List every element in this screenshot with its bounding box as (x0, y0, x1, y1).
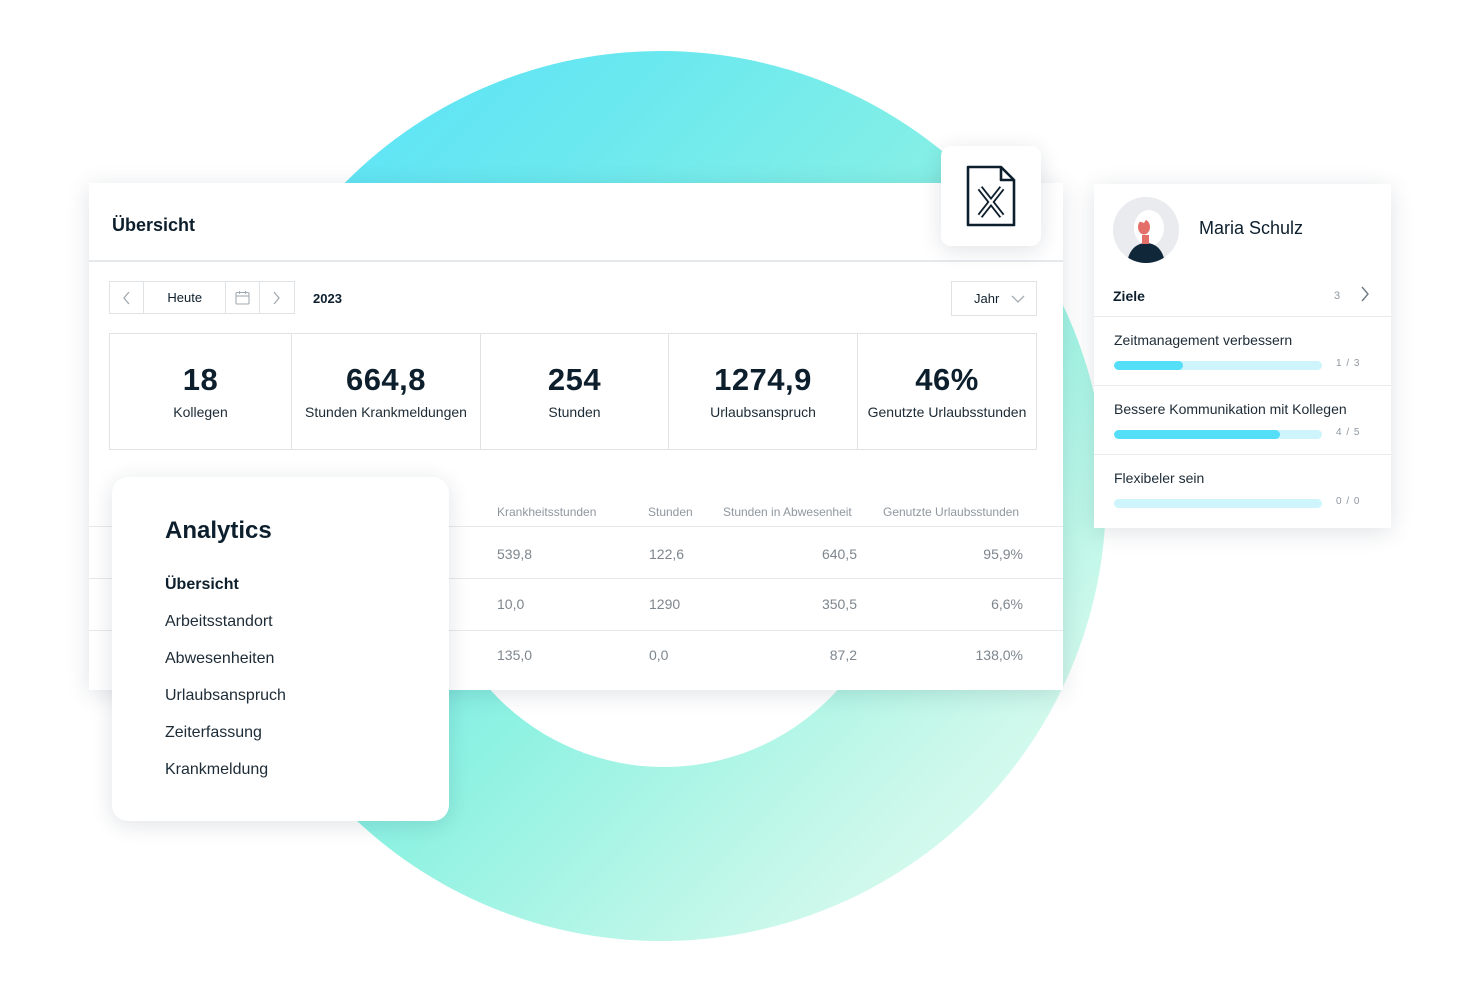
stat-value: 18 (182, 362, 219, 397)
goal-progress-fill (1114, 361, 1183, 370)
stat-card: 254 Stunden (481, 334, 669, 449)
menu-item-zeiterfassung[interactable]: Zeiterfassung (165, 724, 262, 741)
goal-progress-text: 0 / 0 (1336, 496, 1361, 507)
chevron-right-icon[interactable] (1360, 286, 1370, 302)
chevron-down-icon (1011, 295, 1025, 303)
table-cell: 539,8 (497, 546, 533, 562)
analytics-menu: Analytics Übersicht Arbeitsstandort Abwe… (112, 477, 449, 821)
stat-label: Kollegen (173, 404, 228, 420)
prev-period-button[interactable] (110, 282, 145, 313)
goal-label: Bessere Kommunikation mit Kollegen (1114, 401, 1347, 417)
goal-label: Zeitmanagement verbessern (1114, 332, 1293, 348)
column-header[interactable]: Stunden (648, 505, 693, 519)
period-select[interactable]: Jahr (951, 281, 1037, 316)
goal-progress-text: 1 / 3 (1336, 358, 1361, 369)
goal-progress-bar (1114, 361, 1322, 370)
stat-card: 664,8 Stunden Krankmeldungen (292, 334, 481, 449)
calendar-button[interactable] (226, 282, 260, 313)
table-cell: 10,0 (497, 596, 525, 612)
menu-item-abwesenheiten[interactable]: Abwesenheiten (165, 650, 275, 667)
goal-progress-text: 4 / 5 (1336, 427, 1361, 438)
stats-row: 18 Kollegen 664,8 Stunden Krankmeldungen… (109, 333, 1037, 450)
goal-progress-fill (1114, 430, 1281, 439)
table-cell: 138,0% (975, 647, 1023, 663)
menu-item-urlaubsanspruch[interactable]: Urlaubsanspruch (165, 687, 286, 704)
table-cell: 0,0 (649, 647, 669, 663)
stat-value: 46% (915, 362, 979, 397)
next-period-button[interactable] (260, 282, 294, 313)
analytics-title: Analytics (165, 517, 272, 544)
current-year: 2023 (313, 291, 342, 306)
menu-item-krankmeldung[interactable]: Krankmeldung (165, 761, 269, 778)
goals-divider (1094, 454, 1391, 455)
table-cell: 350,5 (821, 596, 857, 612)
stat-label: Stunden (548, 404, 601, 420)
chevron-left-icon (123, 291, 130, 304)
stat-card: 1274,9 Urlaubsanspruch (669, 334, 858, 449)
chevron-right-icon (273, 291, 281, 304)
menu-item-arbeitsstandort[interactable]: Arbeitsstandort (165, 613, 273, 630)
today-button[interactable]: Heute (144, 282, 227, 313)
menu-item-uebersicht[interactable]: Übersicht (165, 576, 239, 593)
goals-divider (1094, 385, 1391, 386)
profile-goals-panel: Maria Schulz Ziele 3 Zeitmanagement verb… (1094, 184, 1391, 528)
avatar[interactable] (1113, 197, 1179, 263)
stat-value: 664,8 (345, 362, 427, 397)
goals-title: Ziele (1113, 288, 1145, 304)
goals-divider (1094, 316, 1391, 317)
column-header[interactable]: Krankheitsstunden (497, 505, 597, 519)
excel-file-icon (966, 165, 1016, 227)
goal-label: Flexibeler sein (1114, 470, 1205, 486)
profile-name: Maria Schulz (1199, 218, 1304, 238)
avatar-illustration (1113, 197, 1179, 263)
column-header[interactable]: Stunden in Abwesenheit (723, 505, 852, 519)
column-header[interactable]: Genutzte Urlaubsstunden (883, 505, 1020, 519)
table-cell: 87,2 (829, 647, 857, 663)
goal-progress-bar (1114, 499, 1322, 508)
stat-label: Genutzte Urlaubsstunden (867, 404, 1027, 420)
stat-label: Stunden Krankmeldungen (305, 404, 467, 420)
table-divider (89, 526, 1063, 527)
goals-count: 3 (1334, 290, 1341, 302)
table-cell: 640,5 (821, 546, 857, 562)
stat-card: 46% Genutzte Urlaubsstunden (858, 334, 1036, 449)
header-divider (89, 260, 1063, 262)
excel-export-button[interactable] (941, 146, 1041, 246)
table-cell: 95,9% (983, 546, 1023, 562)
stat-value: 254 (547, 362, 602, 397)
table-cell: 135,0 (497, 647, 533, 663)
table-divider (89, 578, 1063, 579)
table-cell: 122,6 (649, 546, 685, 562)
period-select-value: Jahr (974, 291, 1000, 306)
table-cell: 1290 (649, 596, 681, 612)
stat-label: Urlaubsanspruch (710, 404, 816, 420)
table-divider (89, 630, 1063, 631)
table-cell: 6,6% (991, 596, 1023, 612)
calendar-icon (235, 291, 250, 305)
stat-card: 18 Kollegen (110, 334, 292, 449)
page-title: Übersicht (112, 215, 196, 235)
date-navigator: Heute (109, 281, 295, 314)
stat-value: 1274,9 (714, 362, 812, 397)
goal-progress-bar (1114, 430, 1322, 439)
